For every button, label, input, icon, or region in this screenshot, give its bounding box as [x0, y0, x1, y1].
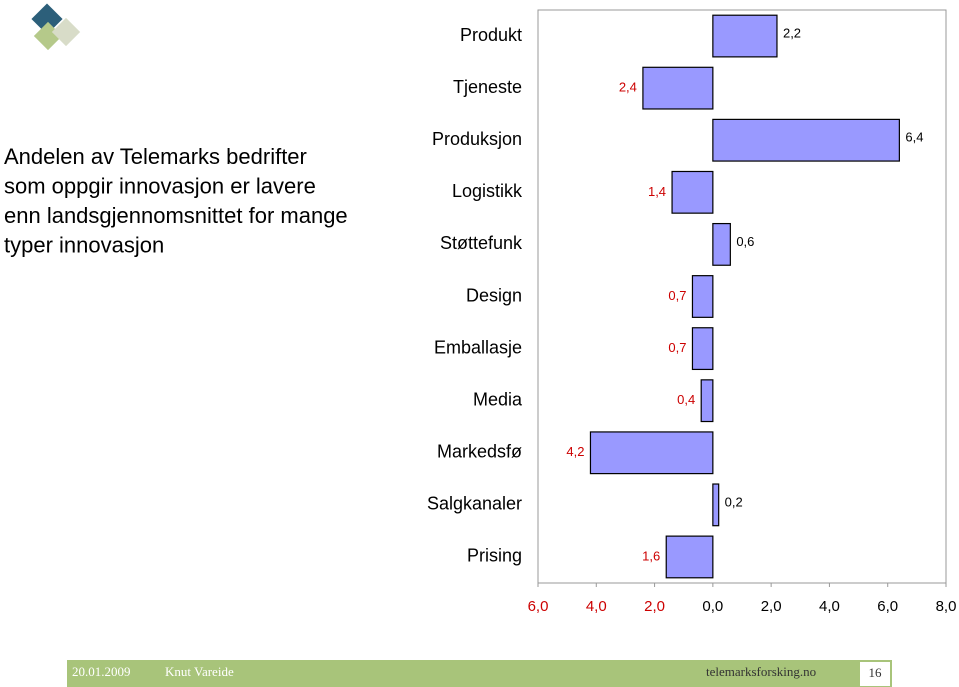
value-label: 6,4: [905, 130, 923, 145]
x-tick-label: 8,0: [936, 598, 957, 615]
x-tick-label: 6,0: [877, 598, 898, 615]
x-tick-label: 4,0: [819, 598, 840, 615]
x-tick-label: 4,0: [586, 598, 607, 615]
footer-band: [67, 660, 892, 687]
value-label: 1,4: [648, 184, 666, 199]
footer-author: Knut Vareide: [165, 664, 234, 679]
category-label: Tjeneste: [453, 77, 522, 97]
footer-date: 20.01.2009: [72, 664, 131, 679]
bar: [700, 379, 714, 423]
category-label: Media: [473, 389, 523, 409]
bar: [712, 222, 731, 266]
heading: Andelen av Telemarks bedrifter som oppgir…: [4, 144, 348, 258]
heading-line: Andelen av Telemarks bedrifter: [4, 144, 307, 169]
category-label: Støttefunk: [440, 233, 523, 253]
x-tick-label: 6,0: [528, 598, 549, 615]
category-label: Markedsfø: [437, 442, 522, 462]
bar: [665, 535, 714, 579]
value-label: 4,2: [566, 444, 584, 459]
x-tick-label: 2,0: [761, 598, 782, 615]
bar: [642, 66, 714, 110]
heading-line: typer innovasjon: [4, 232, 164, 257]
bar: [691, 275, 714, 318]
value-label: 1,6: [642, 548, 660, 563]
footer-site: telemarksforsking.no: [706, 664, 816, 679]
bar: [712, 14, 778, 58]
category-label: Prising: [467, 546, 522, 566]
bar: [712, 483, 720, 527]
plot-area: [537, 9, 947, 584]
bar: [589, 431, 714, 475]
category-label: Salgkanaler: [427, 494, 522, 514]
x-tick-label: 2,0: [644, 598, 665, 615]
value-label: 2,2: [783, 25, 801, 40]
value-label: 0,7: [668, 340, 686, 355]
value-label: 0,2: [725, 494, 743, 509]
category-label: Emballasje: [434, 337, 522, 357]
page-box: [860, 662, 890, 686]
category-label: Produksjon: [432, 129, 522, 149]
bar: [712, 118, 900, 162]
x-tick-label: 0,0: [702, 598, 723, 615]
value-label: 0,6: [736, 234, 754, 249]
category-label: Design: [466, 285, 522, 305]
bar: [671, 170, 714, 214]
value-label: 0,7: [668, 288, 686, 303]
category-label: Logistikk: [452, 181, 523, 201]
logo: [31, 3, 81, 51]
footer: 20.01.2009 Knut Vareide telemarksforskin…: [67, 660, 892, 687]
value-label: 2,4: [619, 80, 637, 95]
heading-line: som oppgir innovasjon er lavere: [4, 173, 316, 198]
page-number: 16: [869, 665, 883, 680]
bar: [691, 327, 714, 371]
value-label: 0,4: [677, 392, 695, 407]
category-label: Produkt: [460, 25, 522, 45]
heading-line: enn landsgjennomsnittet for mange: [4, 203, 348, 228]
